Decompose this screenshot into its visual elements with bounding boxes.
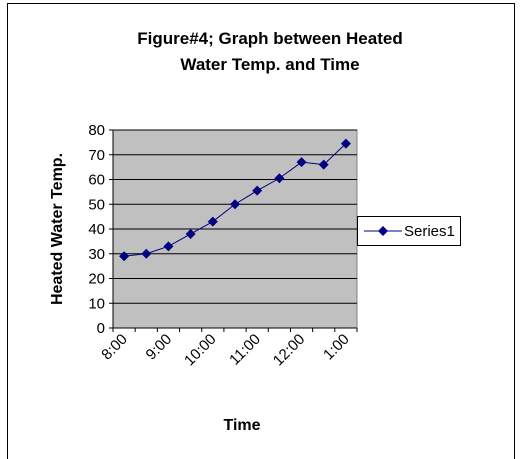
data-point xyxy=(274,173,285,184)
data-point xyxy=(207,216,218,227)
data-point xyxy=(141,248,152,259)
x-axis-title: Time xyxy=(223,417,260,434)
legend-marker xyxy=(378,226,388,236)
data-point xyxy=(318,159,329,170)
y-axis-title: Heated Water Temp. xyxy=(49,153,66,305)
data-point xyxy=(230,199,240,210)
data-point xyxy=(163,241,174,252)
data-point xyxy=(340,138,351,149)
y-tick-label: 20 xyxy=(88,271,105,288)
data-point xyxy=(296,157,307,168)
chart-title: Figure#4; Graph between Heated xyxy=(137,29,402,48)
y-tick-label: 40 xyxy=(88,221,105,238)
y-tick-label: 70 xyxy=(88,147,105,164)
y-tick-label: 50 xyxy=(88,196,105,213)
y-tick-label: 0 xyxy=(97,320,105,337)
data-point xyxy=(252,185,263,196)
legend-label: Series1 xyxy=(404,223,455,240)
data-point xyxy=(185,228,196,239)
chart-title: Water Temp. and Time xyxy=(180,55,359,74)
data-point xyxy=(119,251,130,262)
y-tick-label: 30 xyxy=(88,246,105,263)
y-tick-label: 10 xyxy=(88,295,105,312)
y-tick-label: 60 xyxy=(88,172,105,189)
y-tick-label: 80 xyxy=(88,122,105,139)
